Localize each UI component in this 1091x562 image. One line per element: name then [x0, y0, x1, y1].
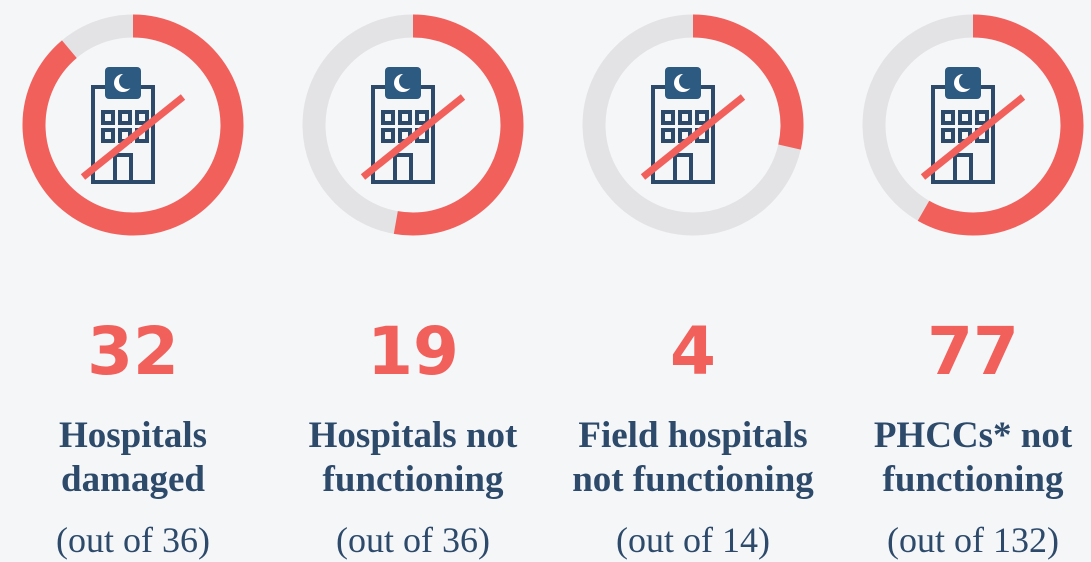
stat-label: Hospitals	[59, 415, 207, 456]
crescent-cut	[119, 73, 135, 89]
crescent-cut	[959, 73, 975, 89]
stat-label: functioning	[323, 459, 504, 500]
stat-total: (out of 36)	[336, 520, 490, 560]
stat-label: not functioning	[572, 459, 814, 500]
stat-number: 19	[367, 313, 459, 390]
crescent-cut	[679, 73, 695, 89]
stat-total: (out of 132)	[887, 520, 1059, 560]
stat-total: (out of 14)	[616, 520, 770, 560]
window	[661, 128, 675, 143]
crescent-cut	[399, 73, 415, 89]
slash	[80, 94, 186, 180]
window	[381, 128, 395, 143]
stat-label: damaged	[61, 459, 205, 500]
slash	[360, 94, 466, 180]
icon	[640, 67, 746, 184]
icon	[360, 67, 466, 184]
stat-label: Field hospitals	[578, 415, 807, 456]
slash	[920, 94, 1026, 180]
icon	[80, 67, 186, 184]
window	[975, 110, 989, 125]
door	[673, 153, 693, 184]
window	[941, 110, 955, 125]
window	[941, 128, 955, 143]
stat-label: PHCCs* not	[874, 415, 1073, 456]
donut-arc	[917, 14, 1084, 236]
stat-total: (out of 36)	[56, 520, 210, 560]
door	[393, 153, 413, 184]
window	[398, 110, 412, 125]
window	[678, 110, 692, 125]
window	[101, 128, 115, 143]
stat-number: 4	[670, 313, 716, 390]
window	[958, 110, 972, 125]
stat-number: 32	[87, 313, 179, 390]
door	[953, 153, 973, 184]
donut-arc	[393, 14, 524, 236]
stat-label: Hospitals not	[309, 415, 518, 456]
window	[118, 110, 132, 125]
icon	[920, 67, 1026, 184]
slash	[640, 94, 746, 180]
door	[113, 153, 133, 184]
stat-label: functioning	[883, 459, 1064, 500]
donut-arc	[22, 14, 244, 236]
window	[415, 110, 429, 125]
window	[135, 110, 149, 125]
stat-number: 77	[927, 313, 1019, 390]
window	[695, 110, 709, 125]
donut-arc	[692, 14, 804, 150]
window	[381, 110, 395, 125]
window	[661, 110, 675, 125]
window	[101, 110, 115, 125]
